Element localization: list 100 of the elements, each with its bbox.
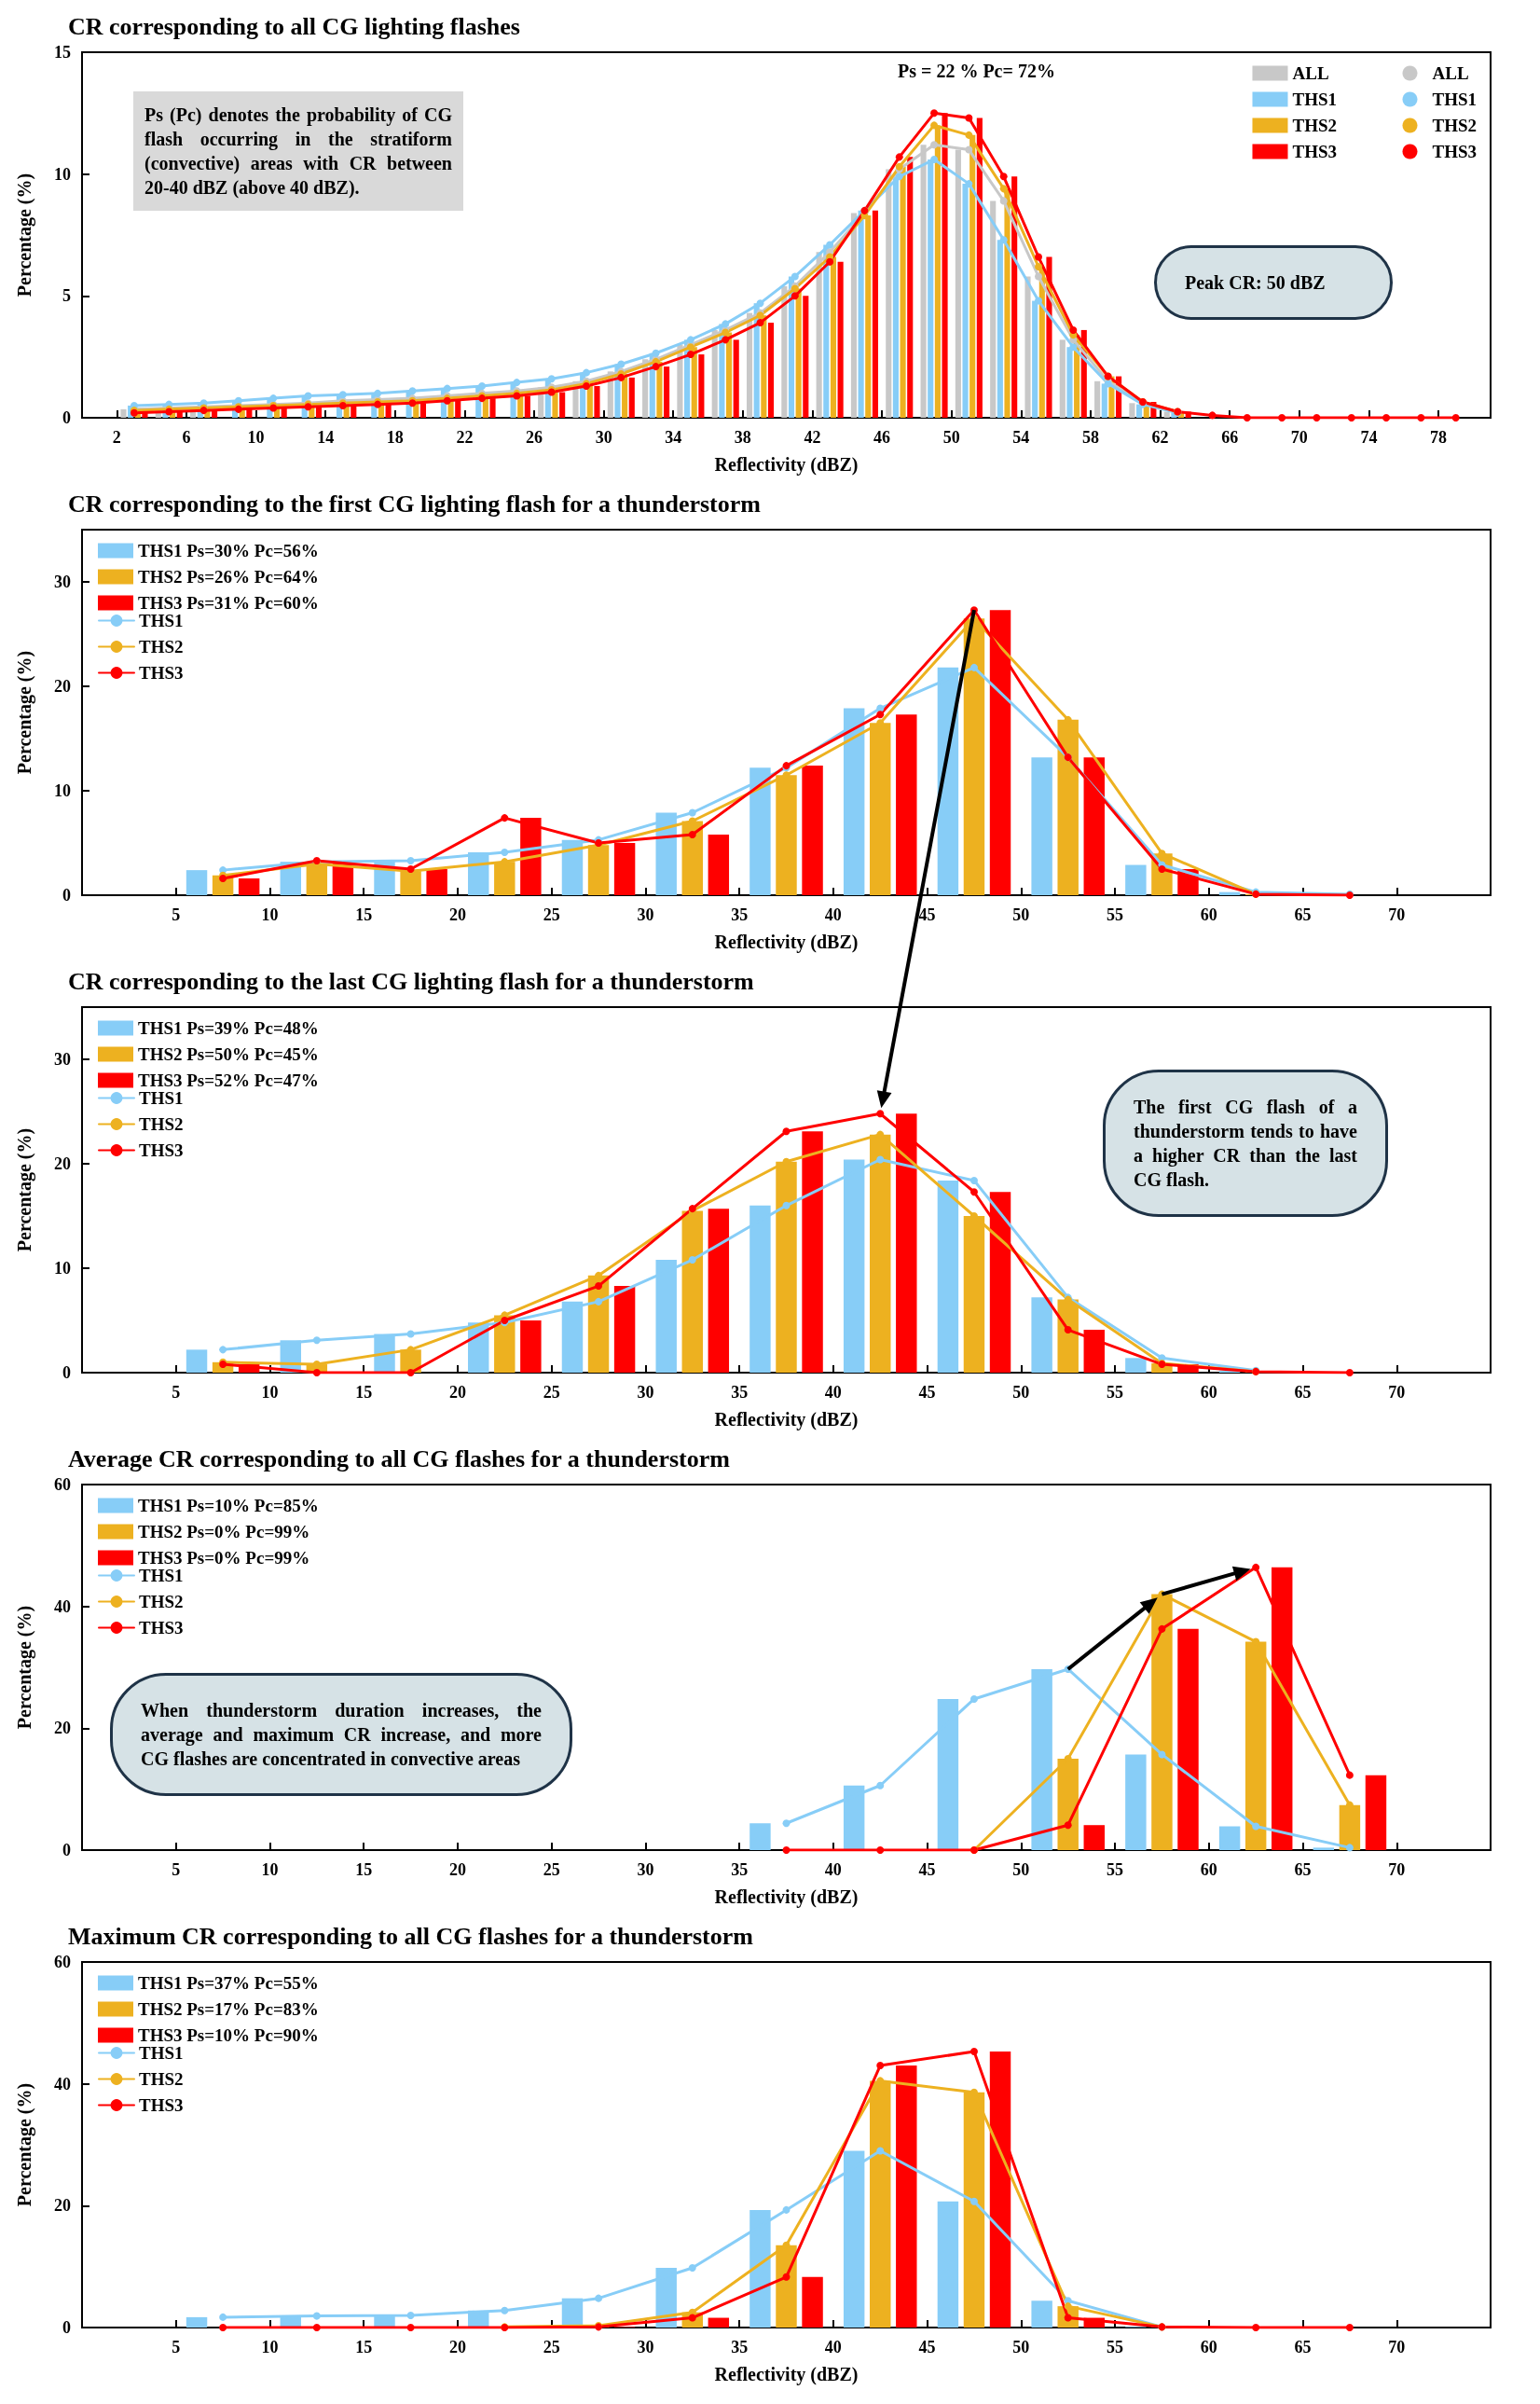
x-tick-label: 30 — [595, 428, 612, 447]
x-tick-label: 40 — [824, 1860, 842, 1879]
legend-label: THS1 — [139, 2043, 184, 2063]
legend-label: THS1 Ps=37% Pc=55% — [138, 1973, 319, 1993]
x-tick-label: 30 — [637, 2338, 654, 2356]
legend-label: THS2 — [139, 1114, 184, 1134]
x-tick-label: 70 — [1290, 428, 1308, 447]
legend-label: THS3 — [139, 1618, 184, 1637]
annotation: Ps = 22 % Pc= 72% — [898, 60, 1055, 83]
legend-label: THS2 — [139, 1592, 184, 1611]
x-tick-label: 55 — [1107, 1383, 1124, 1402]
x-tick-label: 22 — [456, 428, 474, 447]
legend-label: THS1 — [1432, 90, 1478, 109]
x-tick-label: 70 — [1388, 2338, 1406, 2356]
x-tick-label: 5 — [172, 1860, 181, 1879]
x-tick-label: 46 — [873, 428, 891, 447]
x-tick-label: 30 — [637, 1860, 654, 1879]
legend-label: THS2 — [139, 2069, 184, 2089]
x-tick-label: 14 — [317, 428, 335, 447]
chart-title: CR corresponding to the last CG lighting flash for a thunderstorm — [68, 967, 755, 995]
x-axis-title: Reflectivity (dBZ) — [714, 1409, 859, 1430]
legend-label: THS3 — [139, 2095, 184, 2115]
x-tick-label: 26 — [526, 428, 543, 447]
x-axis-title: Reflectivity (dBZ) — [714, 2364, 859, 2385]
x-tick-label: 25 — [543, 2338, 560, 2356]
y-axis-title: Percentage (%) — [14, 1127, 35, 1252]
x-tick-label: 40 — [824, 1383, 842, 1402]
y-tick-label: 30 — [54, 1050, 71, 1069]
x-tick-label: 6 — [182, 428, 191, 447]
x-tick-label: 20 — [448, 1860, 466, 1879]
x-tick-label: 15 — [355, 905, 373, 924]
legend-label: THS2 — [1292, 116, 1338, 135]
y-tick-label: 0 — [62, 1363, 71, 1382]
y-tick-label: 10 — [54, 164, 71, 184]
x-tick-label: 70 — [1388, 1383, 1406, 1402]
x-tick-label: 65 — [1294, 905, 1312, 924]
x-tick-label: 60 — [1200, 1383, 1217, 1402]
legend-label: THS3 — [1292, 142, 1338, 161]
x-tick-label: 60 — [1200, 2338, 1217, 2356]
legend-label: THS1 — [139, 611, 184, 630]
y-tick-label: 5 — [62, 286, 71, 306]
chart-title: CR corresponding to the first CG lighting flash for a thunderstorm — [68, 490, 762, 518]
x-tick-label: 25 — [543, 905, 560, 924]
y-tick-label: 0 — [62, 886, 71, 905]
y-tick-label: 20 — [54, 1719, 71, 1738]
x-tick-label: 20 — [448, 2338, 466, 2356]
legend-label: THS1 — [1292, 90, 1338, 109]
x-tick-label: 25 — [543, 1383, 560, 1402]
legend-label: THS3 Ps=10% Pc=90% — [138, 2025, 319, 2045]
legend-label: ALL — [1432, 63, 1469, 83]
y-tick-label: 15 — [54, 43, 71, 62]
x-tick-label: 74 — [1360, 428, 1378, 447]
legend-label: THS2 Ps=0% Pc=99% — [138, 1522, 310, 1541]
x-axis-title: Reflectivity (dBZ) — [714, 1886, 859, 1908]
cloud-callout: When thunderstorm duration increases, the average and maximum CR increase, and more CG flashes are concentrated in convective areas — [110, 1673, 572, 1796]
y-tick-label: 20 — [54, 1154, 71, 1173]
chart-title: CR corresponding to all CG lighting flashes — [68, 12, 520, 40]
legend-label: THS3 Ps=0% Pc=99% — [138, 1548, 310, 1568]
x-tick-label: 5 — [172, 1383, 181, 1402]
y-tick-label: 60 — [54, 1953, 71, 1971]
x-tick-label: 55 — [1107, 1860, 1124, 1879]
x-tick-label: 65 — [1294, 1383, 1312, 1402]
y-tick-label: 0 — [62, 1841, 71, 1859]
y-tick-label: 0 — [62, 408, 71, 427]
legend-label: THS1 Ps=39% Pc=48% — [138, 1018, 319, 1038]
x-axis-title: Reflectivity (dBZ) — [714, 932, 859, 953]
x-tick-label: 15 — [355, 1383, 373, 1402]
y-tick-label: 20 — [54, 677, 71, 696]
legend-label: ALL — [1292, 63, 1329, 83]
x-tick-label: 18 — [386, 428, 404, 447]
x-tick-label: 66 — [1221, 428, 1239, 447]
y-axis-title: Percentage (%) — [14, 173, 35, 297]
x-tick-label: 35 — [731, 905, 749, 924]
cloud-callout: The first CG flash of a thunderstorm tends to have a higher CR than the last CG flash. — [1103, 1070, 1388, 1217]
x-tick-label: 40 — [824, 905, 842, 924]
x-tick-label: 55 — [1107, 2338, 1124, 2356]
legend-label: THS3 — [139, 663, 184, 683]
x-tick-label: 45 — [918, 1383, 936, 1402]
legend-label: THS3 Ps=31% Pc=60% — [138, 593, 319, 613]
x-tick-label: 62 — [1151, 428, 1169, 447]
legend-label: THS2 Ps=17% Pc=83% — [138, 1999, 319, 2019]
x-tick-label: 20 — [448, 1383, 466, 1402]
legend-label: THS1 — [139, 1088, 184, 1108]
legend-label: THS3 — [139, 1140, 184, 1160]
x-tick-label: 5 — [172, 905, 181, 924]
x-tick-label: 60 — [1200, 905, 1217, 924]
x-tick-label: 30 — [637, 1383, 654, 1402]
y-axis-title: Percentage (%) — [14, 2082, 35, 2207]
x-tick-label: 42 — [804, 428, 821, 447]
x-tick-label: 50 — [942, 428, 960, 447]
legend-label: THS1 Ps=10% Pc=85% — [138, 1496, 319, 1515]
annotation: Ps (Pc) denotes the probability of CG flash occurring in the stratiform (convective) areas with CR between 20-40 dBZ (above 40 dBZ). — [133, 91, 463, 211]
x-tick-label: 78 — [1430, 428, 1448, 447]
legend-label: THS3 — [1432, 142, 1478, 161]
x-tick-label: 25 — [543, 1860, 560, 1879]
y-axis-title: Percentage (%) — [14, 650, 35, 775]
x-tick-label: 35 — [731, 1860, 749, 1879]
x-tick-label: 38 — [734, 428, 751, 447]
chart-title: Average CR corresponding to all CG flashes for a thunderstorm — [68, 1444, 731, 1472]
y-tick-label: 40 — [54, 2074, 71, 2093]
